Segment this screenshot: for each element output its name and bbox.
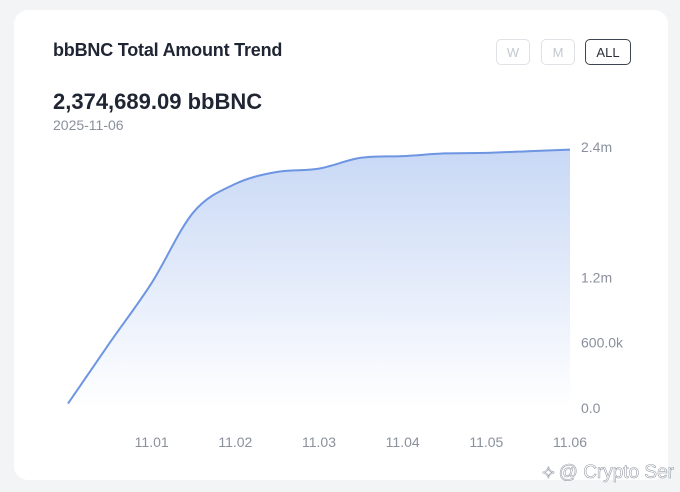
x-tick-label: 11.03	[302, 434, 336, 450]
x-tick-label: 11.01	[135, 434, 169, 450]
binance-square-logo-icon: ⟡	[542, 462, 555, 484]
range-month-button[interactable]: M	[541, 39, 575, 65]
chart-card: bbBNC Total Amount Trend 2,374,689.09 bb…	[14, 10, 668, 480]
x-axis: 11.01 11.02 11.03 11.04 11.05 11.06	[135, 434, 588, 450]
series-line	[67, 148, 571, 405]
range-all-button[interactable]: ALL	[585, 39, 631, 65]
x-tick-label: 11.04	[386, 434, 420, 450]
total-amount: 2,374,689.09 bbBNC	[53, 89, 263, 114]
watermark-text: @ Crypto Ser	[558, 462, 674, 484]
x-tick-label: 11.05	[469, 434, 503, 450]
x-tick-label: 11.06	[553, 434, 587, 450]
range-week-button[interactable]: W	[496, 39, 530, 65]
area-fill	[68, 149, 570, 408]
watermark: ⟡ @ Crypto Ser	[542, 462, 675, 484]
x-tick-label: 11.02	[218, 434, 252, 450]
y-axis: 0.0 600.0k 1.2m 2.4m	[581, 139, 624, 416]
y-tick-label: 0.0	[581, 400, 601, 416]
current-date: 2025-11-06	[53, 117, 124, 133]
y-tick-label: 600.0k	[581, 335, 624, 351]
y-tick-label: 1.2m	[581, 269, 612, 285]
y-tick-label: 2.4m	[581, 139, 612, 155]
chart-title: bbBNC Total Amount Trend	[53, 40, 283, 60]
